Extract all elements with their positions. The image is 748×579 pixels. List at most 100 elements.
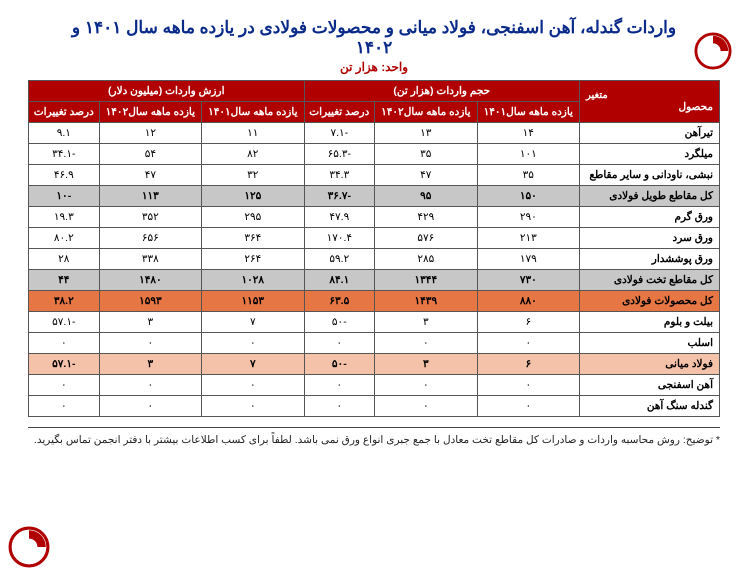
cell-vol-pct: ۴۷.۹ — [304, 207, 375, 228]
cell-product: کل محصولات فولادی — [580, 291, 720, 312]
cell-vol-1401: ۳۵ — [477, 165, 579, 186]
cell-vol-pct: ۸۴.۱ — [304, 270, 375, 291]
cell-val-1401: ۱۱۵۳ — [202, 291, 304, 312]
cell-vol-1402: ۰ — [375, 375, 477, 396]
cell-val-pct: ۰ — [29, 375, 100, 396]
cell-vol-1402: ۰ — [375, 396, 477, 417]
cell-val-1402: ۶۵۶ — [99, 228, 201, 249]
table-row: کل مقاطع طویل فولادی۱۵۰۹۵-۳۶.۷۱۲۵۱۱۳-۱۰ — [29, 186, 720, 207]
cell-vol-1402: ۹۵ — [375, 186, 477, 207]
imports-table-wrap: متغیر محصول حجم واردات (هزار تن) ارزش وا… — [28, 80, 720, 417]
cell-product: تیرآهن — [580, 123, 720, 144]
cell-val-1401: ۲۹۵ — [202, 207, 304, 228]
imports-table: متغیر محصول حجم واردات (هزار تن) ارزش وا… — [28, 80, 720, 417]
cell-val-1401: ۱۰۲۸ — [202, 270, 304, 291]
table-header-row-1: متغیر محصول حجم واردات (هزار تن) ارزش وا… — [29, 81, 720, 102]
cell-vol-1402: ۵۷۶ — [375, 228, 477, 249]
table-row: تیرآهن۱۴۱۳-۷.۱۱۱۱۲۹.۱ — [29, 123, 720, 144]
cell-product: نبشی، ناودانی و سایر مقاطع — [580, 165, 720, 186]
page-title: واردات گندله، آهن اسفنجی، فولاد میانی و … — [60, 18, 688, 58]
cell-val-1402: ۳ — [99, 312, 201, 333]
table-row: بیلت و بلوم۶۳-۵۰۷۳-۵۷.۱ — [29, 312, 720, 333]
cell-product: ورق گرم — [580, 207, 720, 228]
cell-product: گندله سنگ آهن — [580, 396, 720, 417]
cell-val-pct: -۱۰ — [29, 186, 100, 207]
col-val-1401: یازده ماهه سال۱۴۰۱ — [202, 102, 304, 123]
cell-vol-1401: ۲۹۰ — [477, 207, 579, 228]
cell-val-pct: ۴۶.۹ — [29, 165, 100, 186]
cell-vol-pct: -۵۰ — [304, 312, 375, 333]
cell-vol-1401: ۶ — [477, 312, 579, 333]
cell-vol-1402: ۴۲۹ — [375, 207, 477, 228]
cell-vol-pct: -۶۵.۳ — [304, 144, 375, 165]
cell-vol-1402: ۱۳۴۴ — [375, 270, 477, 291]
cell-val-1402: ۱۱۳ — [99, 186, 201, 207]
cell-product: ورق سرد — [580, 228, 720, 249]
unit-label: واحد: هزار تن — [0, 60, 748, 74]
cell-val-pct: ۸۰.۲ — [29, 228, 100, 249]
cell-product: ورق پوششدار — [580, 249, 720, 270]
col-value-group: ارزش واردات (میلیون دلار) — [29, 81, 305, 102]
cell-product: کل مقاطع تخت فولادی — [580, 270, 720, 291]
cell-val-1401: ۸۲ — [202, 144, 304, 165]
cell-vol-pct: ۶۳.۵ — [304, 291, 375, 312]
cell-vol-pct: ۰ — [304, 396, 375, 417]
col-product: متغیر محصول — [580, 81, 720, 123]
table-row: ورق گرم۲۹۰۴۲۹۴۷.۹۲۹۵۳۵۲۱۹.۳ — [29, 207, 720, 228]
cell-vol-1401: ۰ — [477, 333, 579, 354]
cell-val-pct: ۴۴ — [29, 270, 100, 291]
cell-val-1401: ۷ — [202, 312, 304, 333]
cell-vol-1401: ۱۰۱ — [477, 144, 579, 165]
table-row: آهن اسفنجی۰۰۰۰۰۰ — [29, 375, 720, 396]
col-vol-1401: یازده ماهه سال۱۴۰۱ — [477, 102, 579, 123]
cell-val-1402: ۰ — [99, 375, 201, 396]
table-row: گندله سنگ آهن۰۰۰۰۰۰ — [29, 396, 720, 417]
cell-val-1402: ۰ — [99, 396, 201, 417]
cell-vol-pct: -۵۰ — [304, 354, 375, 375]
cell-val-1401: ۱۱ — [202, 123, 304, 144]
cell-vol-1401: ۱۴ — [477, 123, 579, 144]
cell-val-1401: ۳۶۴ — [202, 228, 304, 249]
cell-vol-1401: ۰ — [477, 396, 579, 417]
cell-val-1402: ۵۴ — [99, 144, 201, 165]
cell-val-1401: ۷ — [202, 354, 304, 375]
cell-val-1402: ۴۷ — [99, 165, 201, 186]
col-volume-group: حجم واردات (هزار تن) — [304, 81, 579, 102]
cell-vol-pct: ۰ — [304, 375, 375, 396]
table-row: میلگرد۱۰۱۳۵-۶۵.۳۸۲۵۴-۳۴.۱ — [29, 144, 720, 165]
logo-top-right — [694, 32, 732, 75]
cell-product: فولاد میانی — [580, 354, 720, 375]
cell-vol-1401: ۷۳۰ — [477, 270, 579, 291]
cell-product: کل مقاطع طویل فولادی — [580, 186, 720, 207]
cell-val-1402: ۱۴۸۰ — [99, 270, 201, 291]
cell-vol-1402: ۳ — [375, 312, 477, 333]
logo-bottom-left — [8, 526, 50, 573]
cell-val-1402: ۳۳۸ — [99, 249, 201, 270]
cell-vol-pct: ۵۹.۲ — [304, 249, 375, 270]
cell-vol-pct: -۳۶.۷ — [304, 186, 375, 207]
cell-vol-1401: ۱۵۰ — [477, 186, 579, 207]
cell-vol-1402: ۴۷ — [375, 165, 477, 186]
cell-vol-1402: ۰ — [375, 333, 477, 354]
cell-product: میلگرد — [580, 144, 720, 165]
cell-val-1401: ۰ — [202, 375, 304, 396]
cell-product: اسلب — [580, 333, 720, 354]
footnote-wrap: * توضیح: روش محاسبه واردات و صادرات کل م… — [28, 427, 720, 446]
table-row: ورق سرد۲۱۳۵۷۶۱۷۰.۴۳۶۴۶۵۶۸۰.۲ — [29, 228, 720, 249]
cell-val-1401: ۰ — [202, 333, 304, 354]
cell-val-1402: ۱۲ — [99, 123, 201, 144]
cell-vol-pct: ۰ — [304, 333, 375, 354]
cell-vol-1401: ۱۷۹ — [477, 249, 579, 270]
cell-val-pct: -۵۷.۱ — [29, 354, 100, 375]
cell-vol-1402: ۲۸۵ — [375, 249, 477, 270]
cell-val-pct: -۳۴.۱ — [29, 144, 100, 165]
cell-val-1401: ۲۶۴ — [202, 249, 304, 270]
cell-vol-1402: ۳۵ — [375, 144, 477, 165]
cell-val-1402: ۱۵۹۳ — [99, 291, 201, 312]
cell-vol-1401: ۸۸۰ — [477, 291, 579, 312]
cell-product: بیلت و بلوم — [580, 312, 720, 333]
cell-vol-1401: ۲۱۳ — [477, 228, 579, 249]
cell-vol-pct: ۱۷۰.۴ — [304, 228, 375, 249]
cell-val-1401: ۰ — [202, 396, 304, 417]
cell-vol-1401: ۶ — [477, 354, 579, 375]
